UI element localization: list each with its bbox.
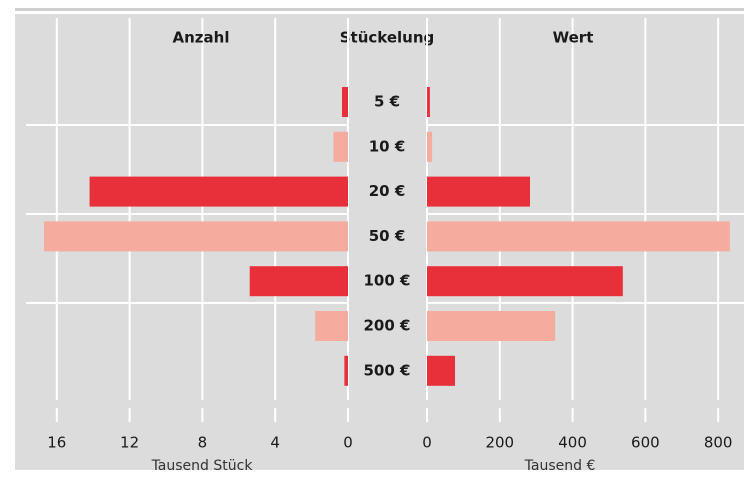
top-rule	[15, 8, 744, 11]
bar	[333, 131, 348, 162]
bar	[315, 311, 348, 341]
bar	[427, 87, 430, 117]
x-tick-label: 0	[343, 434, 353, 452]
bar	[427, 266, 623, 297]
bar	[427, 311, 556, 341]
x-tick-label: 16	[47, 434, 66, 452]
bar	[344, 355, 348, 386]
bar	[427, 355, 456, 386]
x-tick-label: 4	[270, 434, 280, 452]
category-label: 200 €	[364, 317, 411, 335]
axis-label: Tausend €	[524, 458, 596, 474]
category-label: 100 €	[364, 272, 411, 290]
x-tick-label: 600	[631, 434, 660, 452]
panel-title: Anzahl	[173, 29, 230, 47]
x-tick-label: 12	[120, 434, 139, 452]
x-tick-label: 0	[422, 434, 432, 452]
bar	[44, 221, 349, 252]
x-tick-label: 8	[198, 434, 208, 452]
category-header: Stückelung	[340, 29, 435, 47]
x-tick-label: 400	[558, 434, 587, 452]
axis-label: Tausend Stück	[151, 458, 254, 474]
category-label: 20 €	[369, 182, 406, 200]
x-tick-label: 200	[485, 434, 514, 452]
category-label: 500 €	[364, 361, 411, 379]
category-label: 50 €	[369, 227, 406, 245]
bar	[249, 266, 348, 297]
panel-title: Wert	[553, 29, 594, 47]
bar	[427, 131, 433, 162]
bar	[89, 176, 348, 207]
category-label: 10 €	[369, 137, 406, 155]
bar	[427, 221, 730, 252]
bar	[341, 87, 348, 117]
x-tick-label: 800	[704, 434, 733, 452]
category-label: 5 €	[374, 93, 400, 111]
bar	[427, 176, 530, 207]
row-separators	[26, 124, 744, 304]
